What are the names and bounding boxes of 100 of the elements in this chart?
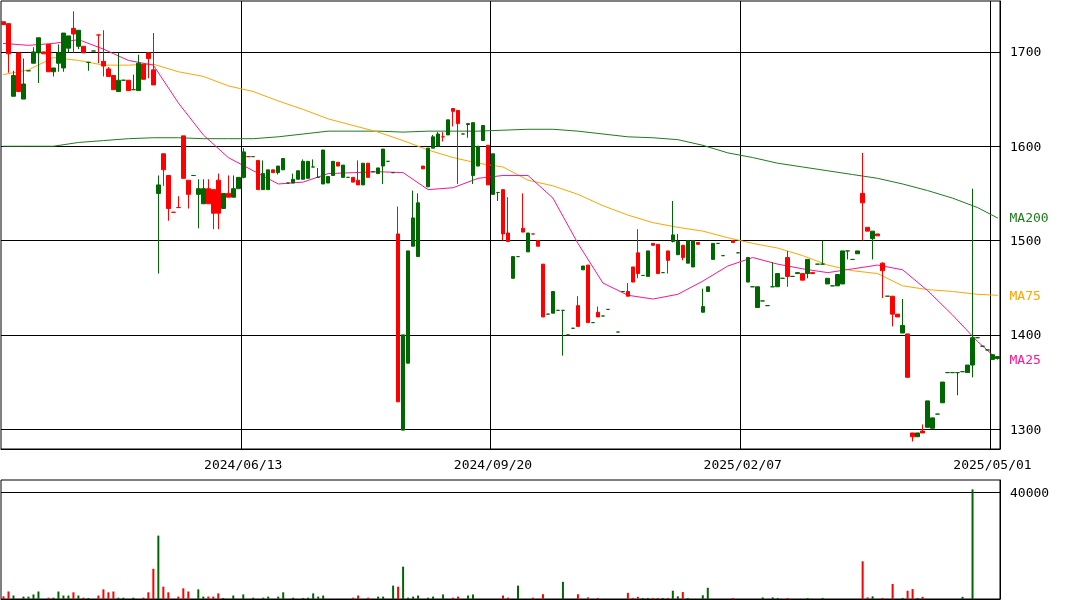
bar: [671, 590, 674, 599]
candlestick: [156, 174, 161, 275]
candlestick: [875, 233, 880, 237]
bar: [911, 589, 914, 599]
x-tick-label: 2025/02/07: [703, 457, 782, 472]
series-label: MA25: [1009, 351, 1041, 367]
candlestick: [711, 242, 715, 260]
bar: [157, 535, 160, 599]
candlestick: [181, 135, 186, 179]
candlestick: [900, 298, 905, 334]
candlestick: [551, 290, 555, 314]
bar: [861, 561, 864, 599]
candlestick: [166, 174, 171, 222]
bar: [32, 594, 35, 599]
bar: [681, 592, 684, 599]
bar: [871, 596, 874, 599]
candlestick: [541, 263, 545, 318]
bar: [397, 586, 400, 599]
bar: [561, 581, 564, 599]
candlestick: [586, 264, 590, 324]
candlestick: [805, 258, 810, 279]
candlestick: [746, 257, 750, 283]
candlestick: [855, 250, 860, 255]
y-tick-label: 1400: [1010, 327, 1042, 343]
bar: [152, 568, 155, 599]
candlestick: [341, 164, 345, 178]
y-tick-label: 1600: [1010, 138, 1042, 154]
candlestick: [701, 288, 705, 313]
candlestick: [810, 272, 815, 275]
bar: [112, 591, 115, 599]
candlestick: [681, 244, 685, 261]
candlestick: [101, 29, 106, 77]
bar: [392, 585, 395, 599]
bar: [242, 594, 245, 599]
y-tick-label: 40000: [1010, 484, 1050, 500]
candlestick: [626, 282, 630, 297]
bar: [162, 586, 165, 599]
x-tick-label: 2024/06/13: [204, 457, 283, 472]
bar: [282, 592, 285, 599]
candlestick: [920, 423, 925, 434]
candlestick: [521, 192, 525, 233]
candlestick: [696, 241, 700, 245]
candlestick: [536, 240, 540, 247]
candlestick: [596, 306, 600, 318]
candlestick: [870, 230, 875, 260]
candlestick: [176, 195, 181, 209]
candlestick: [910, 432, 915, 442]
bar: [312, 593, 315, 599]
y-tick-label: 1700: [1010, 44, 1042, 60]
bar: [706, 587, 709, 599]
candlestick: [81, 45, 86, 54]
bar: [72, 592, 75, 599]
series-label: MA75: [1009, 287, 1041, 303]
x-tick-label: 2025/05/01: [953, 457, 1032, 472]
bar: [891, 584, 894, 599]
candlestick: [581, 265, 585, 271]
bar: [197, 589, 200, 599]
bar: [102, 589, 105, 599]
bar: [147, 592, 150, 599]
candlestick: [76, 29, 81, 50]
candlestick: [396, 206, 400, 403]
candlestick: [865, 226, 870, 232]
candlestick: [186, 179, 191, 209]
candlestick: [16, 52, 21, 93]
bar: [676, 596, 679, 599]
candlestick: [785, 250, 790, 288]
bar: [442, 594, 445, 599]
candlestick: [136, 54, 141, 92]
candlestick: [880, 261, 885, 299]
bar: [7, 591, 10, 599]
bar: [37, 591, 40, 599]
candlestick: [955, 372, 960, 396]
candlestick: [331, 160, 335, 176]
bar: [217, 593, 220, 599]
candlestick: [376, 167, 380, 175]
candlestick: [820, 240, 825, 265]
bar: [906, 590, 909, 599]
candlestick: [11, 70, 16, 97]
candlestick: [511, 256, 515, 279]
series-label: MA200: [1009, 210, 1049, 226]
candlestick: [561, 309, 565, 357]
bar: [516, 585, 519, 599]
bar: [187, 591, 190, 599]
candlestick: [731, 240, 735, 243]
candlestick: [905, 333, 910, 378]
candlestick: [221, 192, 226, 209]
candlestick: [795, 272, 800, 275]
candlestick: [51, 67, 56, 77]
y-tick-label: 1500: [1010, 233, 1042, 249]
candlestick: [706, 286, 710, 292]
bar: [182, 588, 185, 599]
candlestick: [71, 10, 76, 54]
y-tick-label: 1300: [1010, 421, 1042, 437]
candlestick: [576, 295, 580, 327]
candlestick: [646, 250, 650, 277]
bar: [971, 489, 974, 599]
candlestick: [666, 250, 670, 275]
bar: [961, 596, 964, 599]
x-tick-label: 2024/09/20: [453, 457, 533, 472]
candlestick: [336, 161, 340, 167]
